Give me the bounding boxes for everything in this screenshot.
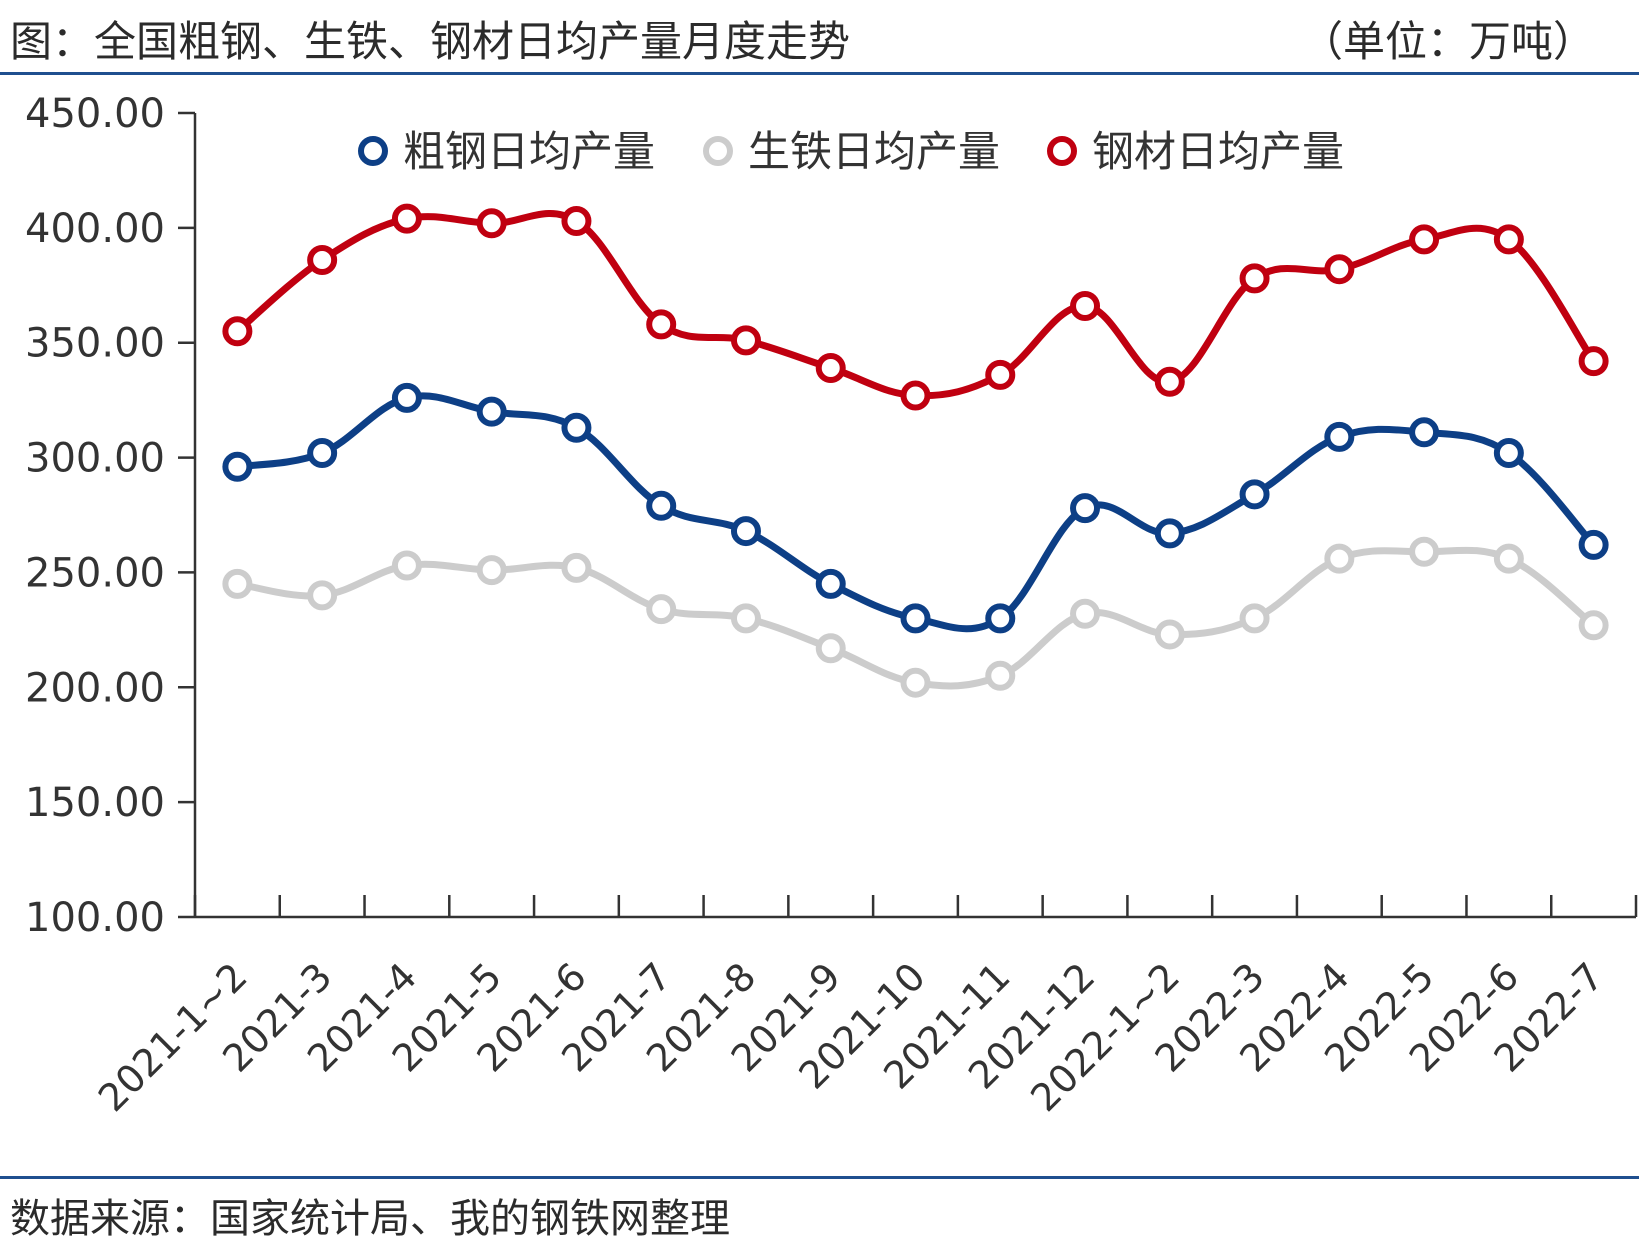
data-point: [476, 555, 507, 586]
y-axis-ticks: 100.00 150.00 200.00 250.00 300.00 350.00 400.…: [25, 91, 195, 941]
legend-item: 生铁日均产量: [703, 127, 1000, 176]
data-point: [476, 396, 507, 427]
legend-item: 粗钢日均产量: [358, 127, 655, 176]
data-point: [391, 203, 422, 234]
data-point: [900, 380, 931, 411]
data-point: [1324, 421, 1355, 452]
legend-item: 钢材日均产量: [1047, 127, 1344, 176]
data-point: [222, 568, 253, 599]
data-point: [815, 352, 846, 383]
data-point: [1239, 603, 1270, 634]
series-steel-products: [222, 203, 1609, 411]
data-point: [1154, 518, 1185, 549]
legend-label: 钢材日均产量: [1092, 127, 1344, 176]
data-point: [730, 603, 761, 634]
series-line: [233, 210, 1598, 400]
data-point: [1409, 417, 1440, 448]
series-pig-iron: [222, 536, 1609, 698]
data-point: [307, 245, 338, 276]
data-point: [222, 451, 253, 482]
data-point: [1239, 479, 1270, 510]
data-point: [1154, 366, 1185, 397]
legend-label: 生铁日均产量: [748, 127, 1000, 176]
line-chart: 100.00 150.00 200.00 250.00 300.00 350.00 400.…: [25, 91, 1638, 1120]
series-layer: [222, 203, 1609, 698]
y-tick-label: 100.00: [25, 895, 165, 941]
y-tick-label: 450.00: [25, 91, 165, 137]
data-point: [561, 552, 592, 583]
data-point: [1578, 610, 1609, 641]
data-point: [391, 382, 422, 413]
data-point: [1493, 543, 1524, 574]
data-point: [1578, 529, 1609, 560]
top-rule: [0, 72, 1639, 75]
data-point: [1493, 224, 1524, 255]
y-tick-label: 150.00: [25, 780, 165, 826]
data-source-note: 数据来源：国家统计局、我的钢铁网整理: [10, 1196, 730, 1242]
data-point: [1578, 346, 1609, 377]
legend-marker: [703, 136, 733, 166]
data-point: [646, 594, 677, 625]
y-tick-label: 350.00: [25, 321, 165, 367]
x-axis-ticks: 2021-1~22021-32021-42021-52021-62021-720…: [90, 895, 1638, 1120]
y-tick-label: 250.00: [25, 550, 165, 596]
data-point: [1493, 437, 1524, 468]
data-point: [730, 325, 761, 356]
data-point: [1154, 619, 1185, 650]
data-point: [985, 603, 1016, 634]
data-point: [900, 603, 931, 634]
series-line: [233, 392, 1598, 633]
data-point: [1324, 254, 1355, 285]
data-point: [1070, 290, 1101, 321]
data-point: [561, 412, 592, 443]
y-tick-label: 400.00: [25, 206, 165, 252]
data-point: [307, 437, 338, 468]
data-point: [815, 568, 846, 599]
data-point: [646, 309, 677, 340]
chart-title: 图：全国粗钢、生铁、钢材日均产量月度走势: [10, 17, 851, 66]
unit-label: （单位：万吨）: [1300, 17, 1595, 66]
bottom-rule: [0, 1176, 1639, 1179]
data-point: [1070, 598, 1101, 629]
data-point: [476, 208, 507, 239]
legend-marker: [1047, 136, 1077, 166]
data-point: [985, 359, 1016, 390]
data-point: [222, 316, 253, 347]
data-point: [1324, 543, 1355, 574]
legend-marker: [358, 136, 388, 166]
legend: 粗钢日均产量 生铁日均产量 钢材日均产量: [358, 127, 1344, 176]
data-point: [985, 660, 1016, 691]
data-point: [1409, 536, 1440, 567]
data-point: [307, 580, 338, 611]
data-point: [646, 490, 677, 521]
data-point: [561, 205, 592, 236]
data-point: [1239, 263, 1270, 294]
data-point: [1409, 224, 1440, 255]
y-tick-label: 300.00: [25, 436, 165, 482]
chart-axes: [193, 113, 1636, 919]
data-point: [1070, 493, 1101, 524]
y-tick-label: 200.00: [25, 665, 165, 711]
legend-label: 粗钢日均产量: [403, 127, 655, 176]
series-crude-steel: [222, 382, 1609, 634]
data-point: [391, 550, 422, 581]
data-point: [900, 667, 931, 698]
data-point: [815, 633, 846, 664]
data-point: [730, 516, 761, 547]
